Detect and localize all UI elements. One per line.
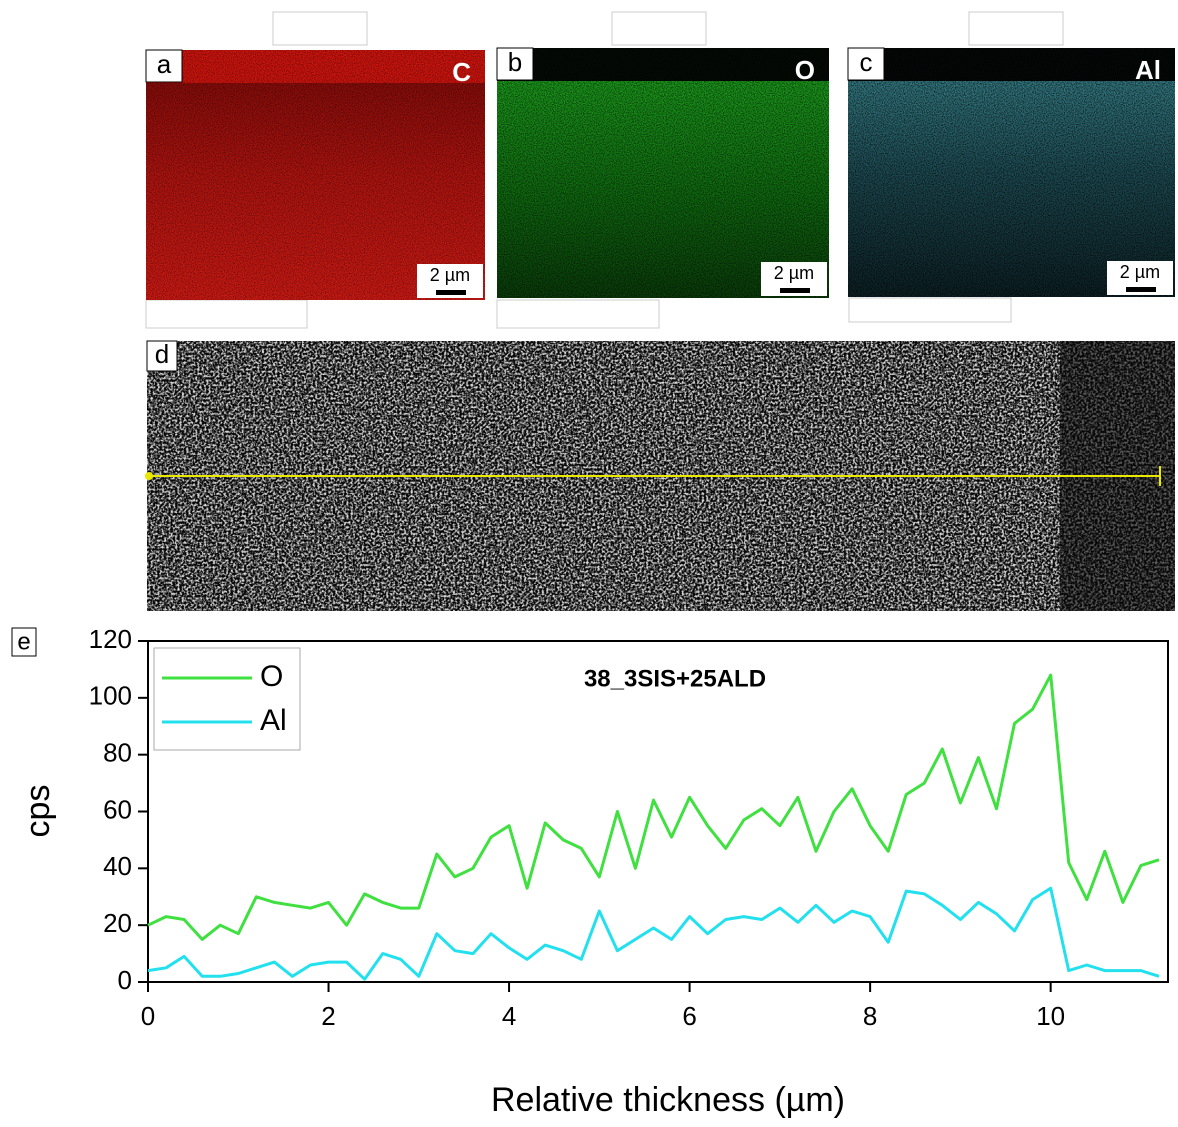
map-a [146, 50, 485, 300]
y-tick-label: 20 [103, 908, 132, 938]
placeholders [145, 11, 1064, 329]
chart-title: 38_3SIS+25ALD [584, 665, 766, 692]
series-line [147, 886, 1160, 981]
scale-bar-label: 2 µm [774, 263, 814, 283]
scale-bar [436, 290, 466, 295]
x-tick-label: 10 [1036, 1001, 1065, 1031]
panel-label: d [155, 339, 169, 369]
scale-bar [1126, 287, 1156, 292]
map-d [145, 341, 1175, 611]
panel-label: c [860, 47, 873, 77]
x-tick-label: 8 [863, 1001, 877, 1031]
legend-label: O [260, 660, 283, 693]
scale-bar [780, 288, 810, 293]
scale-bar-label: 2 µm [430, 265, 470, 285]
y-tick-label: 0 [118, 965, 132, 995]
map-b [497, 48, 829, 298]
y-tick-label: 120 [89, 624, 132, 654]
map-c [848, 48, 1175, 297]
y-tick-label: 80 [103, 738, 132, 768]
panel-label: b [508, 47, 522, 77]
legend-label: Al [260, 704, 287, 737]
element-label: Al [1135, 55, 1161, 85]
panel-label-box [496, 47, 534, 81]
panel-label-box [11, 627, 37, 657]
panel-label-box [146, 340, 178, 372]
x-tick-label: 4 [502, 1001, 516, 1031]
y-tick-label: 60 [103, 794, 132, 824]
x-tick-label: 0 [141, 1001, 155, 1031]
panel-label: e [17, 628, 30, 655]
y-tick-label: 100 [89, 681, 132, 711]
element-label: C [452, 57, 471, 87]
x-tick-label: 2 [321, 1001, 335, 1031]
panel-label-box [145, 49, 183, 83]
x-tick-label: 6 [682, 1001, 696, 1031]
x-axis-label: Relative thickness (µm) [491, 1081, 845, 1119]
element-label: O [795, 55, 815, 85]
y-tick-label: 40 [103, 851, 132, 881]
y-axis-label: cps [19, 785, 57, 838]
panel-label: a [157, 49, 172, 79]
series-line [147, 673, 1160, 941]
legend-box [153, 647, 301, 751]
scale-bar-label: 2 µm [1120, 262, 1160, 282]
panel-label-box [847, 47, 885, 81]
